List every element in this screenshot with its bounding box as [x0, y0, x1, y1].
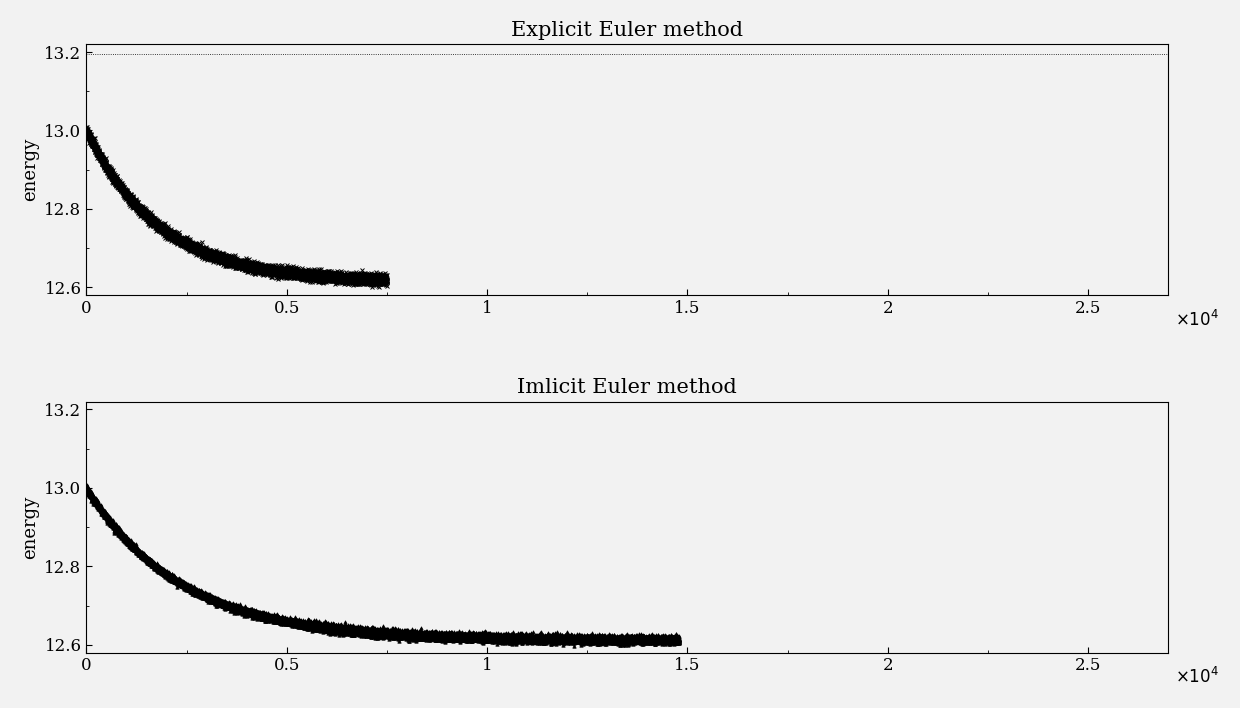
Title: Imlicit Euler method: Imlicit Euler method — [517, 378, 738, 397]
Title: Explicit Euler method: Explicit Euler method — [511, 21, 743, 40]
Text: $\times10^4$: $\times10^4$ — [1176, 309, 1219, 330]
Text: $\times10^4$: $\times10^4$ — [1176, 667, 1219, 687]
Y-axis label: energy: energy — [21, 496, 38, 559]
Y-axis label: energy: energy — [21, 138, 38, 201]
